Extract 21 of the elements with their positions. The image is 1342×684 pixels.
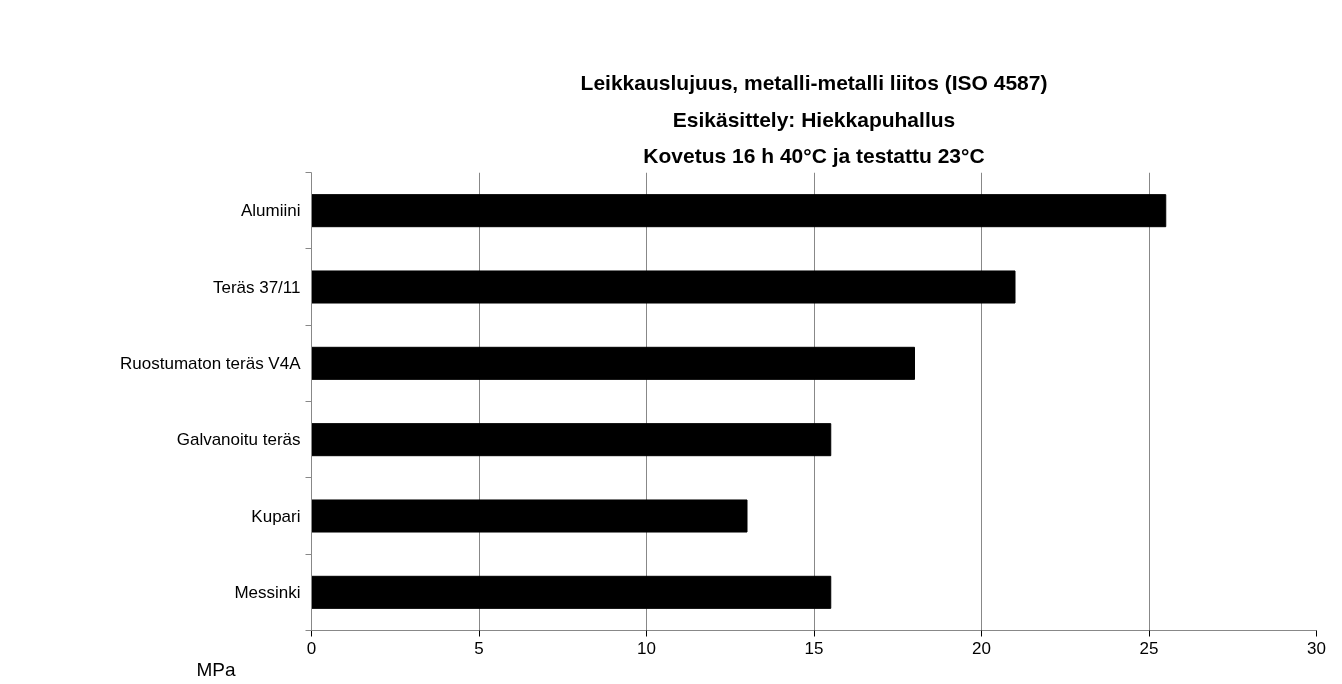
- y-tick-label: Messinki: [234, 582, 301, 602]
- bar: [311, 270, 1016, 304]
- x-tick-label: 30: [1307, 638, 1326, 658]
- x-axis-title: MPa: [196, 658, 236, 680]
- bar: [311, 499, 748, 533]
- y-tick-label: Kupari: [251, 506, 301, 526]
- x-tick-label: 0: [306, 638, 317, 658]
- bar: [311, 346, 915, 380]
- y-tick-label: Galvanoitu teräs: [176, 430, 301, 450]
- bar: [311, 194, 1167, 228]
- bar: [311, 575, 832, 609]
- y-tick-label: Teräs 37/11: [212, 277, 301, 297]
- x-tick-label: 25: [1139, 638, 1159, 658]
- x-tick-label: 20: [972, 638, 991, 658]
- chart-title: Leikkauslujuus, metalli-metalli liitos (ISO 4587) Esikäsittely: Hiekkapuhallus Kovetus 16 h 40°C ja testattu 23°C: [580, 70, 1048, 168]
- x-tick-label: 15: [804, 638, 824, 658]
- y-tick-label: Alumiini: [240, 201, 301, 221]
- bar: [311, 423, 832, 457]
- y-tick-label: Ruostumaton teräs V4A: [120, 353, 302, 373]
- x-tick-label: 5: [474, 638, 484, 658]
- x-tick-label: 10: [637, 638, 656, 658]
